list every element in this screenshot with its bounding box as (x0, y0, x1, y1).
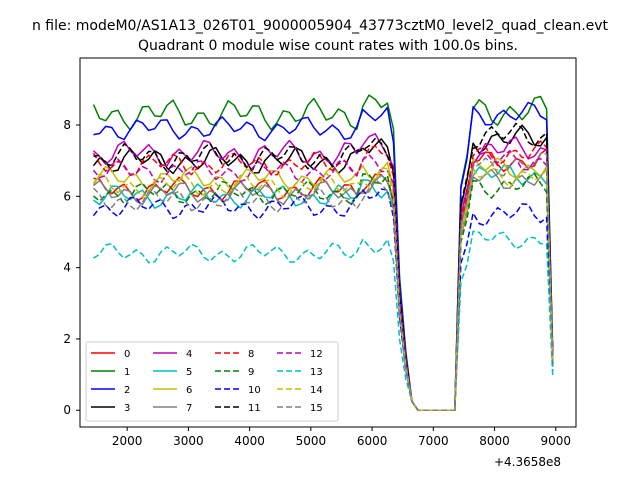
series-line-7 (93, 166, 554, 411)
x-tick-label: 9000 (541, 434, 572, 448)
legend-label-12: 12 (310, 349, 323, 360)
series-lines (92, 94, 554, 411)
x-tick-label: 5000 (296, 434, 327, 448)
legend-label-5: 5 (186, 367, 192, 378)
chart-title: Quadrant 0 module wise count rates with … (138, 38, 518, 54)
x-tick-label: 4000 (234, 434, 265, 448)
legend-label-9: 9 (248, 367, 254, 378)
legend-label-1: 1 (124, 367, 130, 378)
legend-label-0: 0 (124, 349, 130, 360)
series-line-2 (93, 101, 554, 411)
series-line-15 (92, 152, 554, 411)
x-tick-label: 6000 (357, 434, 388, 448)
legend-label-6: 6 (186, 385, 192, 396)
figure-suptitle: n file: modeM0/AS1A13_026T01_9000005904_… (32, 18, 609, 34)
x-tick-label: 3000 (173, 434, 204, 448)
y-tick-label: 2 (63, 332, 71, 346)
plot-area-frame (79, 57, 577, 428)
legend-label-13: 13 (310, 367, 323, 378)
legend-label-2: 2 (124, 385, 130, 396)
y-tick-label: 8 (63, 118, 71, 132)
legend-label-11: 11 (248, 403, 261, 414)
y-axis: 0 2 4 6 8 (63, 118, 80, 417)
series-line-14 (92, 165, 554, 411)
y-tick-label: 0 (63, 403, 71, 417)
x-tick-label: 8000 (479, 434, 510, 448)
legend-label-8: 8 (248, 349, 254, 360)
x-tick-label: 2000 (112, 434, 143, 448)
legend-box (85, 341, 339, 422)
y-tick-label: 4 (63, 261, 71, 275)
legend-label-14: 14 (310, 385, 323, 396)
legend-label-3: 3 (124, 403, 130, 414)
series-line-10 (92, 188, 554, 411)
legend-label-4: 4 (186, 349, 192, 360)
x-axis: 2000 3000 4000 5000 6000 7000 8000 9000 (112, 427, 571, 448)
x-tick-label: 7000 (418, 434, 449, 448)
legend-label-10: 10 (248, 385, 261, 396)
series-line-9 (93, 173, 554, 411)
x-axis-offset-label: +4.3658e8 (494, 455, 561, 469)
legend-label-15: 15 (310, 403, 323, 414)
series-line-1 (92, 94, 554, 411)
series-line-11 (93, 122, 554, 411)
series-line-12 (92, 149, 554, 411)
legend-label-7: 7 (186, 403, 192, 414)
y-tick-label: 6 (63, 189, 71, 203)
